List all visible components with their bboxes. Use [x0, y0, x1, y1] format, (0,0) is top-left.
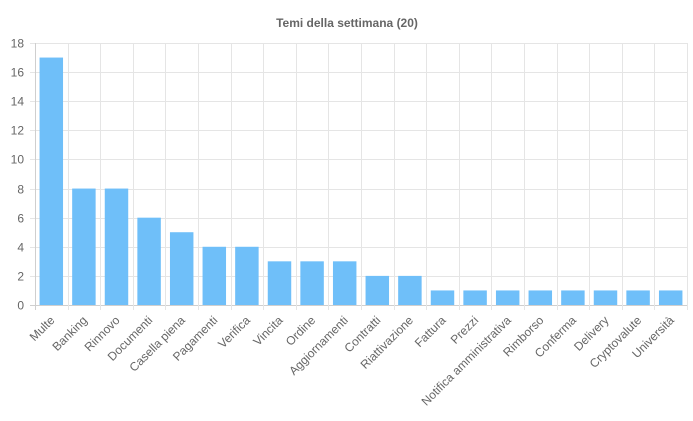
x-tick-label: Fattura — [412, 313, 449, 350]
bar — [267, 261, 292, 305]
y-tick-label: 4 — [17, 241, 24, 255]
y-tick-label: 10 — [11, 153, 25, 167]
bar — [169, 232, 194, 305]
grid-lines — [30, 43, 688, 310]
y-tick-label: 18 — [11, 37, 25, 51]
bar — [398, 275, 422, 305]
bar — [235, 246, 259, 305]
x-tick-label: Vincita — [250, 313, 285, 348]
bar — [561, 290, 585, 305]
bar — [300, 261, 324, 305]
y-tick-label: 6 — [17, 212, 24, 226]
y-axis-ticks: 0 2 4 6 8 10 12 14 16 18 — [11, 37, 25, 313]
bar — [495, 290, 520, 305]
bar — [39, 57, 64, 306]
bar — [626, 290, 650, 305]
bar — [365, 275, 390, 305]
bar — [658, 290, 683, 305]
y-tick-label: 12 — [11, 124, 25, 138]
bar — [137, 217, 161, 305]
bar — [104, 188, 129, 305]
y-tick-label: 0 — [17, 299, 24, 313]
y-tick-label: 14 — [11, 95, 25, 109]
bar — [332, 261, 357, 305]
y-tick-label: 8 — [17, 183, 24, 197]
bar — [202, 246, 227, 305]
bar — [463, 290, 487, 305]
bar — [430, 290, 455, 305]
bar — [528, 290, 553, 305]
bars — [39, 57, 683, 306]
y-tick-label: 2 — [17, 270, 24, 284]
y-tick-label: 16 — [11, 66, 25, 80]
bar — [72, 188, 96, 305]
bar — [593, 290, 618, 305]
x-tick-label: Verifica — [215, 313, 253, 351]
chart-title: Temi della settimana (20) — [276, 16, 418, 30]
